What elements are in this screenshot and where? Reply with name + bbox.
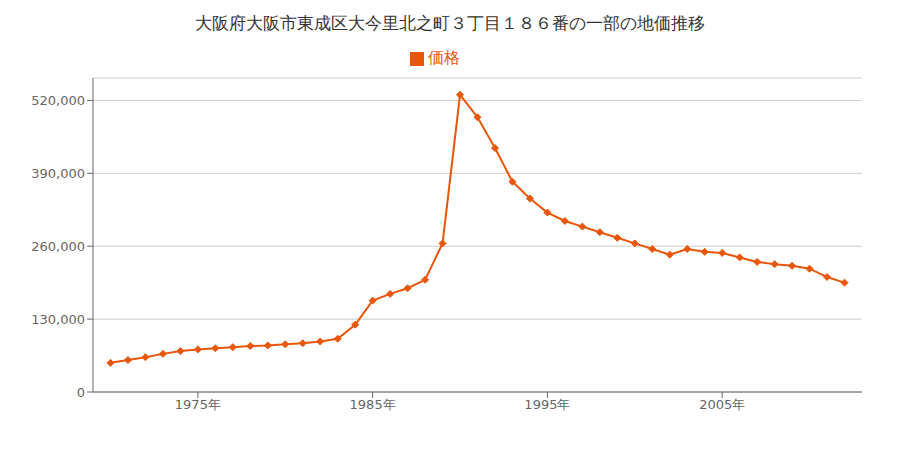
svg-text:390,000: 390,000 <box>31 166 85 181</box>
svg-text:2005年: 2005年 <box>699 397 745 412</box>
svg-text:1995年: 1995年 <box>524 397 570 412</box>
html-text:価格: 価格 <box>428 48 460 67</box>
html-text:大阪府大阪市東成区大今里北之町３丁目１８６番の一部の地価推移: 大阪府大阪市東成区大今里北之町３丁目１８６番の一部の地価推移 <box>195 13 705 33</box>
svg-text:1975年: 1975年 <box>175 397 221 412</box>
svg-text:260,000: 260,000 <box>31 239 85 254</box>
svg-text:520,000: 520,000 <box>31 93 85 108</box>
svg-text:0: 0 <box>77 385 85 400</box>
svg-text:130,000: 130,000 <box>31 312 85 327</box>
svg-text:1985年: 1985年 <box>350 397 396 412</box>
